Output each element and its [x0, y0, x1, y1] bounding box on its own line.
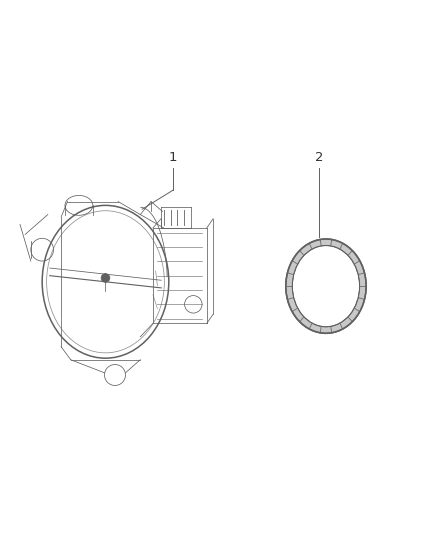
Ellipse shape [286, 239, 366, 333]
Circle shape [101, 273, 110, 282]
Text: 1: 1 [169, 151, 177, 164]
Ellipse shape [292, 246, 360, 327]
Text: 2: 2 [315, 151, 324, 164]
